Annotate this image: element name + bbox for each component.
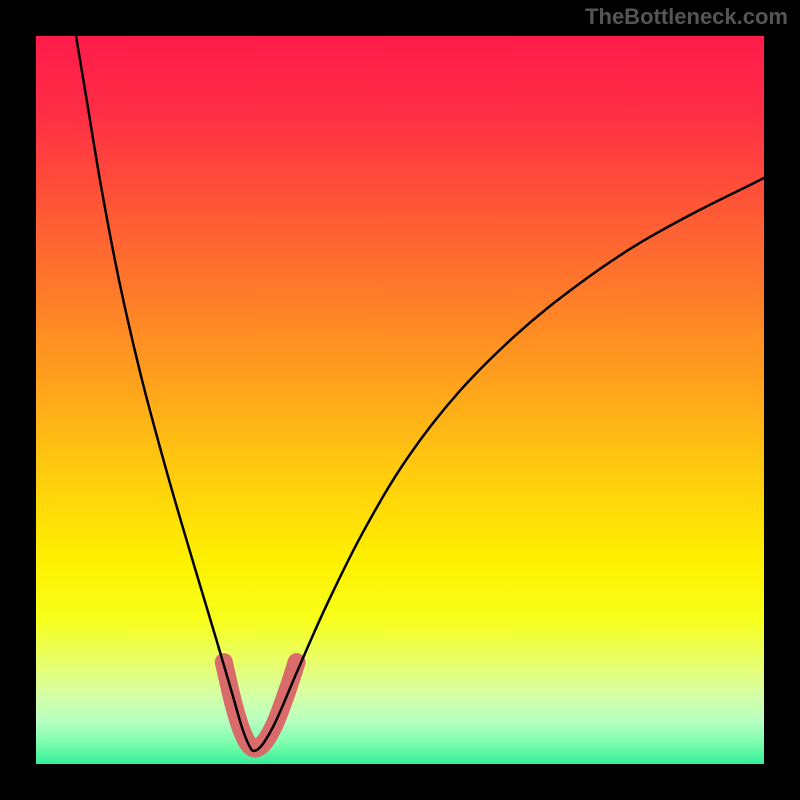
frame: TheBottleneck.com [0, 0, 800, 800]
watermark-text: TheBottleneck.com [585, 4, 788, 30]
curve-layer [36, 36, 764, 764]
bottleneck-curve [76, 36, 764, 751]
plot-area [36, 36, 764, 764]
